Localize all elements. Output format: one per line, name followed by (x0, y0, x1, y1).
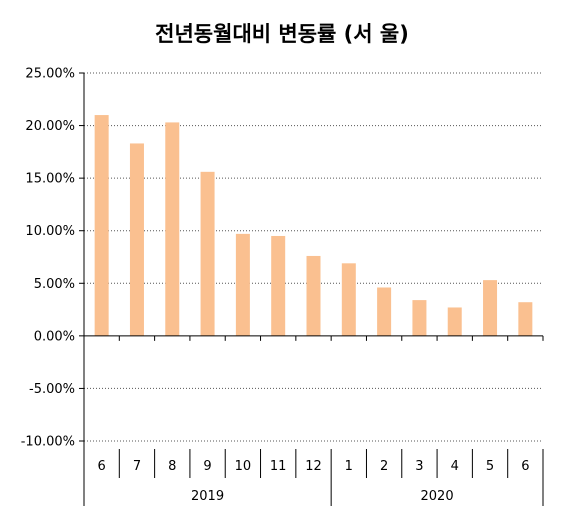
bar (94, 115, 109, 336)
bar (412, 300, 427, 336)
axis-labels: -10.00% -5.00% 0.00% 5.00% 10.00% 15.00% 20.00… (21, 67, 530, 505)
y-tick-label: 0.00% (34, 329, 75, 344)
x-tick-label: 3 (415, 459, 423, 474)
x-tick-label: 7 (133, 459, 141, 474)
x-tick-label: 11 (270, 459, 287, 474)
axes (79, 72, 544, 506)
y-tick-label: 20.00% (25, 119, 75, 134)
chart-title: 전년동월대비 변동률 (서 울) (155, 22, 409, 46)
bar (129, 143, 144, 336)
bar (518, 302, 533, 336)
bar (447, 307, 462, 336)
y-tick-label: -10.00% (21, 435, 75, 450)
x-tick-label: 5 (486, 459, 494, 474)
x-tick-label: 6 (98, 459, 106, 474)
x-tick-label: 12 (305, 459, 322, 474)
x-tick-label: 8 (168, 459, 176, 474)
group-label: 2019 (191, 489, 224, 504)
x-tick-label: 6 (521, 459, 529, 474)
x-tick-label: 10 (235, 459, 252, 474)
bar (483, 280, 498, 336)
x-tick-label: 1 (345, 459, 353, 474)
bar (165, 122, 180, 336)
y-tick-label: 10.00% (25, 224, 75, 239)
bar (200, 171, 215, 336)
bar (341, 263, 356, 336)
x-tick-label: 2 (380, 459, 388, 474)
y-tick-label: -5.00% (29, 382, 75, 397)
y-tick-label: 5.00% (34, 277, 75, 292)
bar (271, 235, 286, 336)
bars (94, 115, 533, 336)
x-tick-label: 9 (203, 459, 211, 474)
bar (377, 287, 392, 336)
bar (306, 255, 321, 336)
group-label: 2020 (421, 489, 454, 504)
x-tick-label: 4 (451, 459, 459, 474)
y-tick-label: 25.00% (25, 67, 75, 82)
bar (235, 233, 250, 336)
y-tick-label: 15.00% (25, 172, 75, 187)
